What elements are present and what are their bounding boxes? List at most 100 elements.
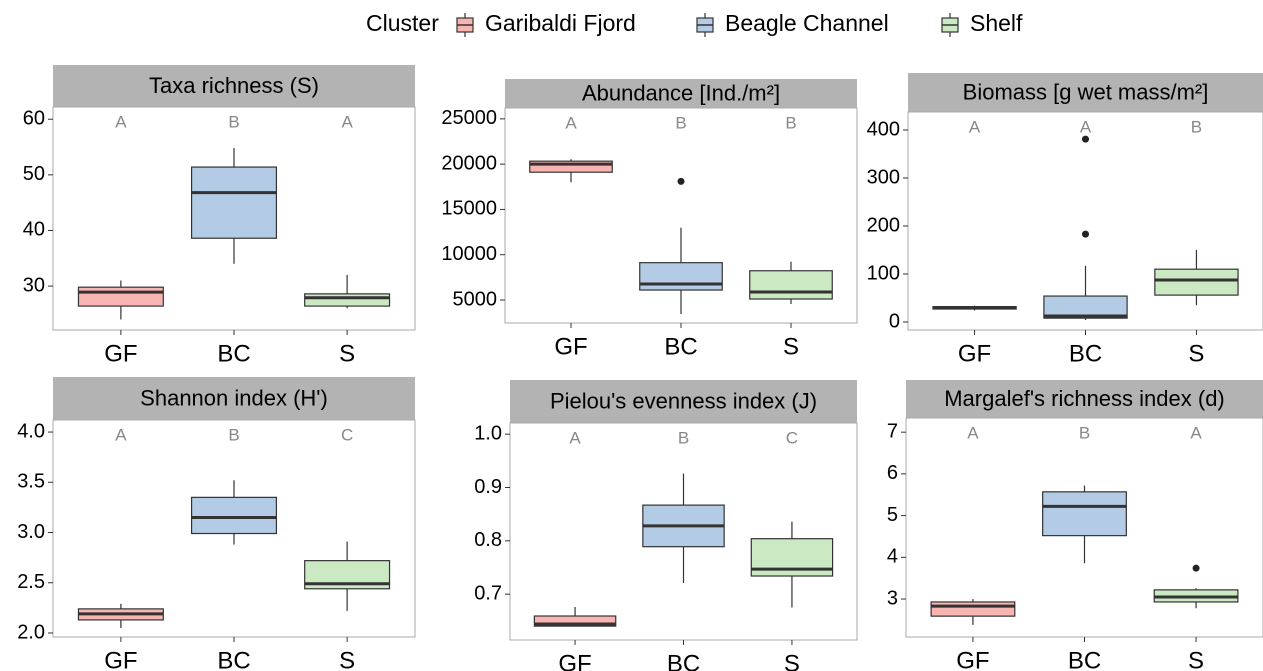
y-tick-label: 4	[887, 546, 898, 568]
y-tick-label: 0.8	[474, 529, 502, 551]
y-tick-label: 1.0	[474, 422, 502, 444]
box	[749, 270, 833, 300]
x-tick-label: BC	[217, 340, 250, 367]
x-tick-label: GF	[558, 650, 591, 671]
x-tick-label: BC	[1069, 340, 1102, 367]
group-letter: B	[1191, 117, 1202, 136]
y-tick-label: 5	[887, 504, 898, 526]
group-letter: B	[228, 425, 239, 444]
box	[533, 615, 617, 627]
y-tick-label: 200	[867, 214, 900, 236]
y-tick-label: 30	[23, 274, 45, 296]
legend-key	[941, 13, 959, 37]
y-tick-label: 40	[23, 219, 45, 241]
box	[930, 601, 1016, 617]
panel-title: Shannon index (H')	[140, 385, 328, 410]
x-tick-label: BC	[664, 333, 697, 360]
strip	[510, 380, 857, 423]
y-tick-label: 25000	[441, 107, 497, 129]
box	[77, 286, 164, 307]
x-tick-label: S	[339, 340, 355, 367]
legend-label: Shelf	[970, 10, 1023, 36]
x-tick-label: S	[1188, 647, 1204, 671]
y-tick-label: 20000	[441, 152, 497, 174]
y-tick-label: 100	[867, 262, 900, 284]
strip	[53, 377, 415, 420]
group-letter: A	[115, 425, 127, 444]
group-letter: B	[675, 113, 686, 132]
box	[1042, 491, 1127, 537]
group-letter: B	[1079, 423, 1090, 442]
y-tick-label: 2.5	[17, 571, 45, 593]
x-tick-label: S	[1188, 340, 1204, 367]
y-tick-label: 6	[887, 462, 898, 484]
x-tick-label: GF	[554, 333, 587, 360]
panel-title: Biomass [g wet mass/m²]	[963, 79, 1209, 104]
x-tick-label: S	[784, 650, 800, 671]
x-tick-label: S	[339, 647, 355, 671]
legend-label: Garibaldi Fjord	[485, 10, 636, 36]
y-tick-label: 4.0	[17, 420, 45, 442]
y-tick-label: 3	[887, 587, 898, 609]
legend-label: Beagle Channel	[725, 10, 889, 36]
outlier	[677, 177, 685, 185]
y-tick-label: 15000	[441, 198, 497, 220]
x-tick-label: BC	[217, 647, 250, 671]
box	[529, 160, 613, 173]
y-tick-label: 3.5	[17, 471, 45, 493]
y-tick-label: 3.0	[17, 521, 45, 543]
strip	[906, 380, 1263, 418]
y-tick-label: 5000	[453, 288, 498, 310]
y-tick-label: 0.7	[474, 582, 502, 604]
box	[190, 496, 278, 535]
group-letter: A	[1080, 117, 1092, 136]
panel-title: Taxa richness (S)	[149, 73, 319, 98]
y-tick-label: 50	[23, 163, 45, 185]
y-tick-label: 2.0	[17, 621, 45, 643]
legend-key	[456, 13, 474, 37]
group-letter: B	[785, 113, 796, 132]
y-tick-label: 10000	[441, 243, 497, 265]
panel-title: Abundance [Ind./m²]	[582, 80, 780, 105]
box	[190, 166, 278, 239]
x-tick-label: GF	[956, 647, 989, 671]
group-letter: A	[569, 428, 581, 447]
box	[639, 262, 723, 291]
y-tick-label: 300	[867, 166, 900, 188]
y-tick-label: 0.9	[474, 476, 502, 498]
group-letter: A	[565, 113, 577, 132]
strip	[53, 65, 415, 107]
outlier	[1082, 135, 1089, 143]
y-tick-label: 7	[887, 420, 898, 442]
group-letter: A	[969, 117, 981, 136]
x-tick-label: BC	[667, 650, 700, 671]
x-tick-label: BC	[1068, 647, 1101, 671]
legend-key	[696, 13, 714, 37]
box	[1154, 268, 1239, 296]
box	[1043, 295, 1128, 319]
group-letter: A	[967, 423, 979, 442]
panel-title: Margalef's richness index (d)	[944, 386, 1225, 411]
x-tick-label: S	[783, 333, 799, 360]
group-letter: B	[678, 428, 689, 447]
outlier	[1192, 564, 1200, 572]
group-letter: B	[228, 112, 239, 131]
strip	[505, 79, 857, 108]
group-letter: A	[115, 112, 127, 131]
group-letter: A	[341, 112, 353, 131]
y-tick-label: 400	[867, 118, 900, 140]
y-tick-label: 60	[23, 108, 45, 130]
outlier	[1082, 230, 1089, 238]
group-letter: C	[786, 428, 798, 447]
y-tick-label: 0	[889, 310, 900, 332]
strip	[908, 73, 1263, 112]
group-letter: A	[1190, 423, 1202, 442]
x-tick-label: GF	[104, 647, 137, 671]
x-tick-label: GF	[958, 340, 991, 367]
legend-title: Cluster	[366, 10, 439, 36]
group-letter: C	[341, 425, 353, 444]
panel-title: Pielou's evenness index (J)	[550, 388, 817, 413]
x-tick-label: GF	[104, 340, 137, 367]
box	[304, 293, 391, 307]
